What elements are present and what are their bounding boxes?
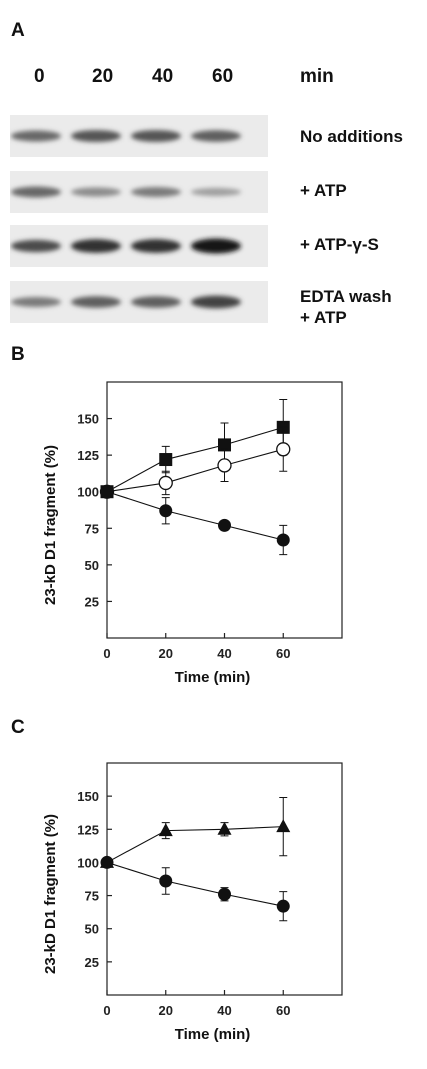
- lane-label-edta-wash-atp: EDTA wash + ATP: [300, 287, 392, 327]
- series-line-filled-circle: [106, 491, 284, 541]
- x-tick-label: 40: [217, 1003, 231, 1018]
- x-tick-label: 40: [217, 646, 231, 661]
- panel-c-letter: C: [11, 717, 25, 738]
- data-point-filled-circle: [100, 485, 114, 499]
- x-axis-label: Time (min): [175, 1026, 251, 1043]
- series-line-filled-square: [106, 426, 284, 493]
- y-tick-label: 25: [85, 594, 99, 609]
- time-label-0: 0: [34, 66, 45, 87]
- data-point-filled-square: [218, 438, 231, 452]
- blot-band: [131, 296, 181, 308]
- chart-panel-b: 25 50 75 100 125 150 0 20 40 60 Time (min) 23-kD D1…: [42, 381, 343, 686]
- y-tick-label: 100: [77, 485, 99, 500]
- data-point-filled-circle: [276, 899, 290, 913]
- data-point-open-circle: [276, 442, 291, 457]
- data-point-filled-circle: [100, 855, 114, 869]
- lane-label-atp: + ATP: [300, 181, 347, 200]
- data-point-filled-triangle: [158, 823, 173, 837]
- x-tick-label: 60: [276, 1003, 290, 1018]
- blot-band: [191, 187, 241, 197]
- data-point-filled-circle: [218, 887, 231, 901]
- blot-band: [11, 239, 61, 253]
- lane-label-no-additions: No additions: [300, 127, 403, 146]
- data-point-filled-circle: [159, 874, 173, 888]
- blot-band: [11, 296, 61, 308]
- x-tick-label: 20: [159, 1003, 173, 1018]
- blot-band: [71, 130, 121, 142]
- blot-band: [131, 130, 181, 142]
- panel-b-letter: B: [11, 344, 25, 365]
- y-axis-label: 23-kD D1 fragment (%): [42, 445, 59, 605]
- data-point-filled-triangle: [217, 821, 232, 835]
- x-tick-label: 0: [103, 1003, 110, 1018]
- y-tick-label: 50: [85, 558, 99, 573]
- chart-panel-c: 25 50 75 100 125 150 0 20 40 60 Time (min) 23-kD D1…: [42, 762, 343, 1043]
- y-tick-label: 125: [77, 448, 99, 463]
- blot-band: [71, 187, 121, 197]
- data-point-filled-triangle: [276, 819, 291, 833]
- y-tick-label: 50: [85, 922, 99, 937]
- time-label-60: 60: [212, 66, 234, 87]
- blot-band: [11, 186, 61, 198]
- blot-band: [71, 296, 121, 308]
- plot-frame: [106, 762, 343, 996]
- lane-label-atp-gamma-s: + ATP-γ-S: [300, 235, 379, 254]
- time-label-20: 20: [92, 66, 114, 87]
- western-blot: [10, 115, 268, 323]
- y-tick-label: 25: [85, 955, 99, 970]
- series-line-filled-circle: [106, 861, 284, 907]
- time-unit-label: min: [300, 66, 334, 87]
- y-tick-label: 150: [77, 412, 99, 427]
- blot-band: [71, 239, 121, 253]
- series-line-open-circle: [106, 448, 284, 493]
- data-point-filled-circle: [218, 518, 231, 532]
- x-tick-label: 20: [159, 646, 173, 661]
- y-tick-label: 150: [77, 789, 99, 804]
- series-line-filled-triangle: [106, 826, 284, 863]
- data-point-filled-circle: [159, 504, 173, 518]
- x-tick-label: 0: [103, 646, 110, 661]
- data-point-filled-square: [159, 453, 173, 467]
- data-point-open-circle: [158, 475, 173, 491]
- y-tick-label: 75: [85, 889, 99, 904]
- y-axis-label: 23-kD D1 fragment (%): [42, 814, 59, 974]
- y-tick-label: 100: [77, 855, 99, 870]
- x-axis-label: Time (min): [175, 669, 251, 686]
- data-point-filled-circle: [276, 533, 290, 547]
- panel-a-letter: A: [11, 20, 25, 41]
- blot-band: [191, 295, 241, 309]
- blot-band: [11, 130, 61, 142]
- y-tick-label: 75: [85, 521, 99, 536]
- time-label-40: 40: [152, 66, 174, 87]
- y-tick-label: 125: [77, 822, 99, 837]
- blot-band: [191, 130, 241, 142]
- blot-band: [191, 238, 241, 254]
- plot-frame: [106, 381, 343, 639]
- blot-band: [131, 186, 181, 198]
- blot-band: [131, 239, 181, 253]
- data-point-open-circle: [217, 458, 232, 473]
- x-tick-label: 60: [276, 646, 290, 661]
